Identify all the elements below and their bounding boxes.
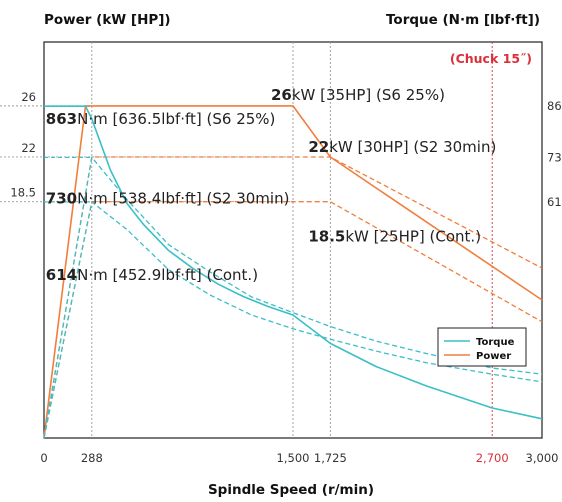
annotation-0: 26kW [35HP] (S6 25%) [271, 86, 445, 104]
annotation-1: 863N·m [636.5lbf·ft] (S6 25%) [46, 110, 276, 128]
tick-labels: 0 288 1,500 1,725 2,700 3,000 26 22 18.5 86 73 61 [10, 90, 561, 465]
annotation-value-4: 18.5 [308, 228, 345, 246]
x-tick-label-1: 288 [81, 451, 103, 465]
annotation-text-5: N·m [452.9lbf·ft] (Cont.) [77, 266, 258, 284]
annotation-text-0: kW [35HP] (S6 25%) [292, 86, 445, 104]
annotation-text-4: kW [25HP] (Cont.) [345, 228, 481, 246]
annotation-value-0: 26 [271, 86, 292, 104]
torque-tick-label-0: 86 [547, 99, 562, 113]
legend-label-torque: Torque [476, 337, 515, 348]
x-tick-label-0: 0 [40, 451, 47, 465]
annotation-text-1: N·m [636.5lbf·ft] (S6 25%) [77, 110, 275, 128]
legend-label-power: Power [476, 351, 511, 362]
annotation-value-1: 863 [46, 110, 77, 128]
annotation-2: 22kW [30HP] (S2 30min) [308, 138, 496, 156]
torque-tick-label-1: 73 [547, 150, 562, 164]
series-line-3 [44, 105, 543, 420]
series-line-5 [43, 201, 543, 439]
right-axis-title: Torque (N·m [lbf·ft]) [386, 12, 540, 28]
annotation-value-5: 614 [46, 266, 77, 284]
annotation-3: 730N·m [538.4lbf·ft] (S2 30min) [46, 189, 290, 207]
series-line-0 [43, 105, 543, 439]
left-axis-title: Power (kW [HP]) [44, 12, 171, 28]
annotation-value-3: 730 [46, 189, 77, 207]
annotation-4: 18.5kW [25HP] (Cont.) [308, 228, 481, 246]
x-tick-label-2: 1,500 [277, 451, 310, 465]
x-tick-label-3: 1,725 [314, 451, 347, 465]
x-tick-label-5: 3,000 [526, 451, 559, 465]
annotation-5: 614N·m [452.9lbf·ft] (Cont.) [46, 266, 258, 284]
annotations: 26kW [35HP] (S6 25%) 863N·m [636.5lbf·ft]… [46, 86, 497, 284]
x-axis-title: Spindle Speed (r/min) [208, 482, 374, 498]
power-tick-label-1: 22 [21, 141, 36, 155]
power-tick-label-2: 18.5 [10, 186, 36, 200]
series-lines [43, 105, 543, 439]
series-line-1 [43, 156, 543, 439]
chuck-label: (Chuck 15˝) [450, 51, 532, 66]
series-line-4 [43, 156, 543, 439]
x-tick-label-4: 2,700 [476, 451, 509, 465]
annotation-text-2: kW [30HP] (S2 30min) [329, 138, 496, 156]
annotation-text-3: N·m [538.4lbf·ft] (S2 30min) [77, 189, 289, 207]
annotation-value-2: 22 [308, 138, 329, 156]
power-tick-label-0: 26 [21, 90, 36, 104]
torque-tick-label-2: 61 [547, 195, 562, 209]
legend: Torque Power [437, 327, 527, 367]
legend-box [437, 327, 527, 367]
